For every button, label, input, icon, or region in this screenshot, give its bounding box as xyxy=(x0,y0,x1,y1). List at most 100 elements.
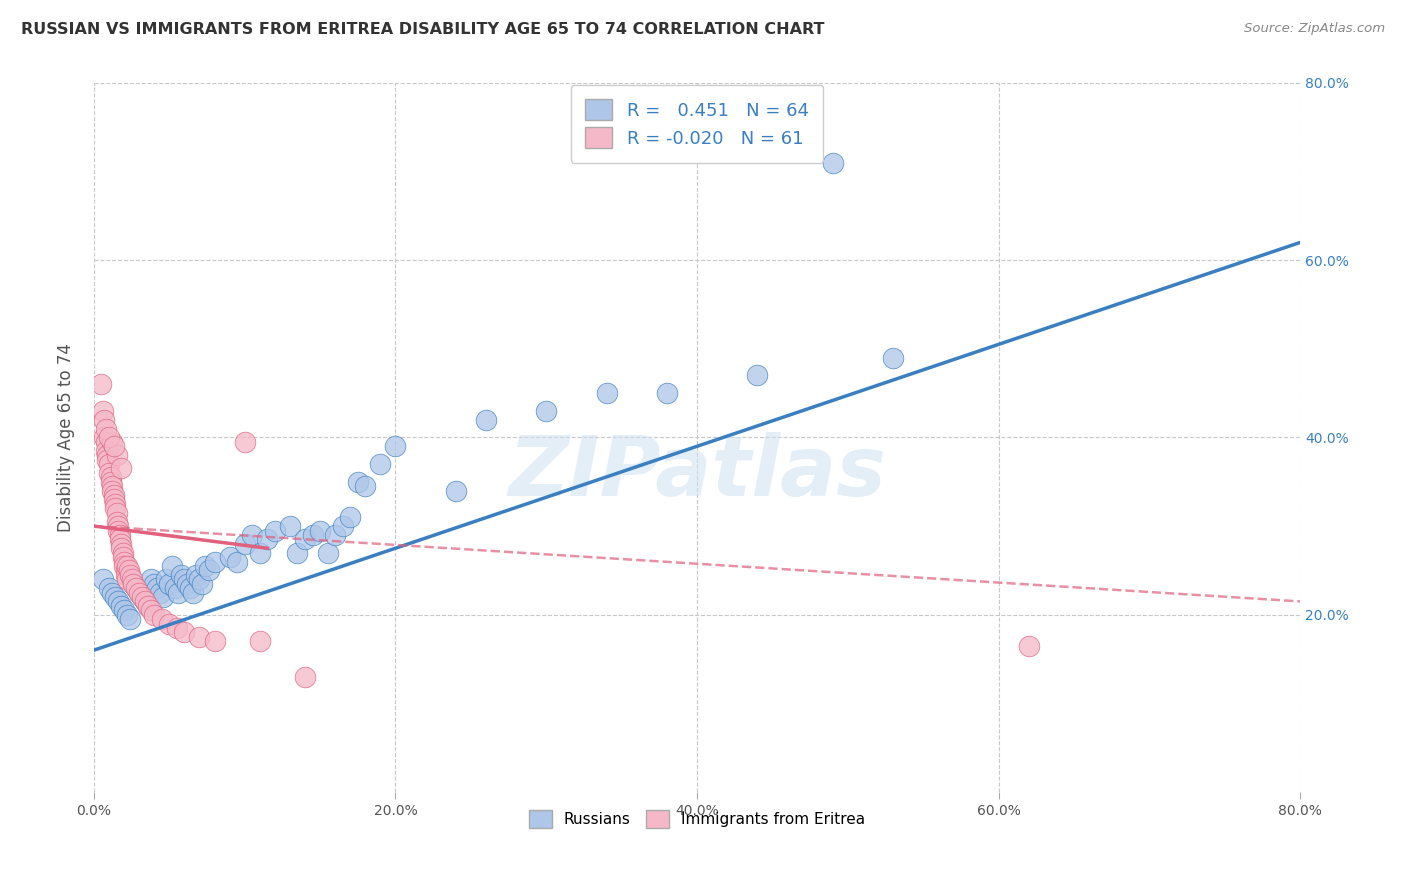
Point xyxy=(131,590,153,604)
Point xyxy=(444,483,467,498)
Point xyxy=(166,621,188,635)
Point xyxy=(332,519,354,533)
Point xyxy=(90,377,112,392)
Point xyxy=(115,558,138,573)
Point xyxy=(157,576,180,591)
Point xyxy=(149,585,172,599)
Point xyxy=(112,558,135,573)
Point xyxy=(747,368,769,383)
Point xyxy=(103,488,125,502)
Point xyxy=(294,670,316,684)
Point xyxy=(233,434,256,449)
Point xyxy=(110,541,132,556)
Point xyxy=(162,558,184,573)
Point xyxy=(93,413,115,427)
Point xyxy=(316,546,339,560)
Point xyxy=(346,475,368,489)
Point xyxy=(112,555,135,569)
Point xyxy=(93,430,115,444)
Point xyxy=(91,404,114,418)
Point xyxy=(94,434,117,449)
Point xyxy=(233,537,256,551)
Y-axis label: Disability Age 65 to 74: Disability Age 65 to 74 xyxy=(58,343,75,532)
Point xyxy=(384,439,406,453)
Point xyxy=(176,576,198,591)
Point xyxy=(98,581,121,595)
Point xyxy=(354,479,377,493)
Point xyxy=(110,537,132,551)
Point xyxy=(115,572,138,586)
Point xyxy=(107,524,129,538)
Point xyxy=(111,550,134,565)
Point xyxy=(301,528,323,542)
Point xyxy=(191,576,214,591)
Point xyxy=(179,581,201,595)
Point xyxy=(170,567,193,582)
Point xyxy=(105,506,128,520)
Point xyxy=(122,576,145,591)
Point xyxy=(204,634,226,648)
Point xyxy=(125,581,148,595)
Point xyxy=(821,155,844,169)
Point xyxy=(125,581,148,595)
Text: Source: ZipAtlas.com: Source: ZipAtlas.com xyxy=(1244,22,1385,36)
Point xyxy=(167,585,190,599)
Point xyxy=(100,475,122,489)
Point xyxy=(105,515,128,529)
Point xyxy=(134,594,156,608)
Point xyxy=(128,585,150,599)
Point xyxy=(1018,639,1040,653)
Point xyxy=(263,524,285,538)
Point xyxy=(157,616,180,631)
Point xyxy=(152,590,174,604)
Point xyxy=(339,510,361,524)
Point xyxy=(120,612,142,626)
Point xyxy=(111,546,134,560)
Point xyxy=(121,572,143,586)
Point xyxy=(143,607,166,622)
Point xyxy=(309,524,332,538)
Point xyxy=(96,448,118,462)
Point xyxy=(134,594,156,608)
Point xyxy=(882,351,904,365)
Point xyxy=(278,519,301,533)
Point xyxy=(173,625,195,640)
Point xyxy=(249,634,271,648)
Point xyxy=(155,572,177,586)
Point xyxy=(91,572,114,586)
Point xyxy=(188,572,211,586)
Point xyxy=(104,497,127,511)
Point xyxy=(117,563,139,577)
Point xyxy=(249,546,271,560)
Point xyxy=(141,603,163,617)
Point xyxy=(107,519,129,533)
Point xyxy=(188,630,211,644)
Point xyxy=(103,492,125,507)
Point xyxy=(101,483,124,498)
Point xyxy=(110,461,132,475)
Point xyxy=(536,404,558,418)
Text: RUSSIAN VS IMMIGRANTS FROM ERITREA DISABILITY AGE 65 TO 74 CORRELATION CHART: RUSSIAN VS IMMIGRANTS FROM ERITREA DISAB… xyxy=(21,22,824,37)
Point xyxy=(323,528,346,542)
Point xyxy=(183,585,205,599)
Point xyxy=(186,567,208,582)
Point xyxy=(94,443,117,458)
Point xyxy=(475,413,498,427)
Point xyxy=(100,470,122,484)
Point xyxy=(105,448,128,462)
Point xyxy=(120,567,142,582)
Text: ZIPatlas: ZIPatlas xyxy=(508,433,886,514)
Point xyxy=(146,581,169,595)
Point xyxy=(256,533,278,547)
Point xyxy=(112,603,135,617)
Point xyxy=(101,434,124,449)
Point xyxy=(173,572,195,586)
Point xyxy=(655,386,678,401)
Point xyxy=(104,590,127,604)
Point xyxy=(197,563,219,577)
Point xyxy=(136,599,159,613)
Legend: Russians, Immigrants from Eritrea: Russians, Immigrants from Eritrea xyxy=(523,804,872,834)
Point xyxy=(98,466,121,480)
Point xyxy=(143,576,166,591)
Point xyxy=(96,452,118,467)
